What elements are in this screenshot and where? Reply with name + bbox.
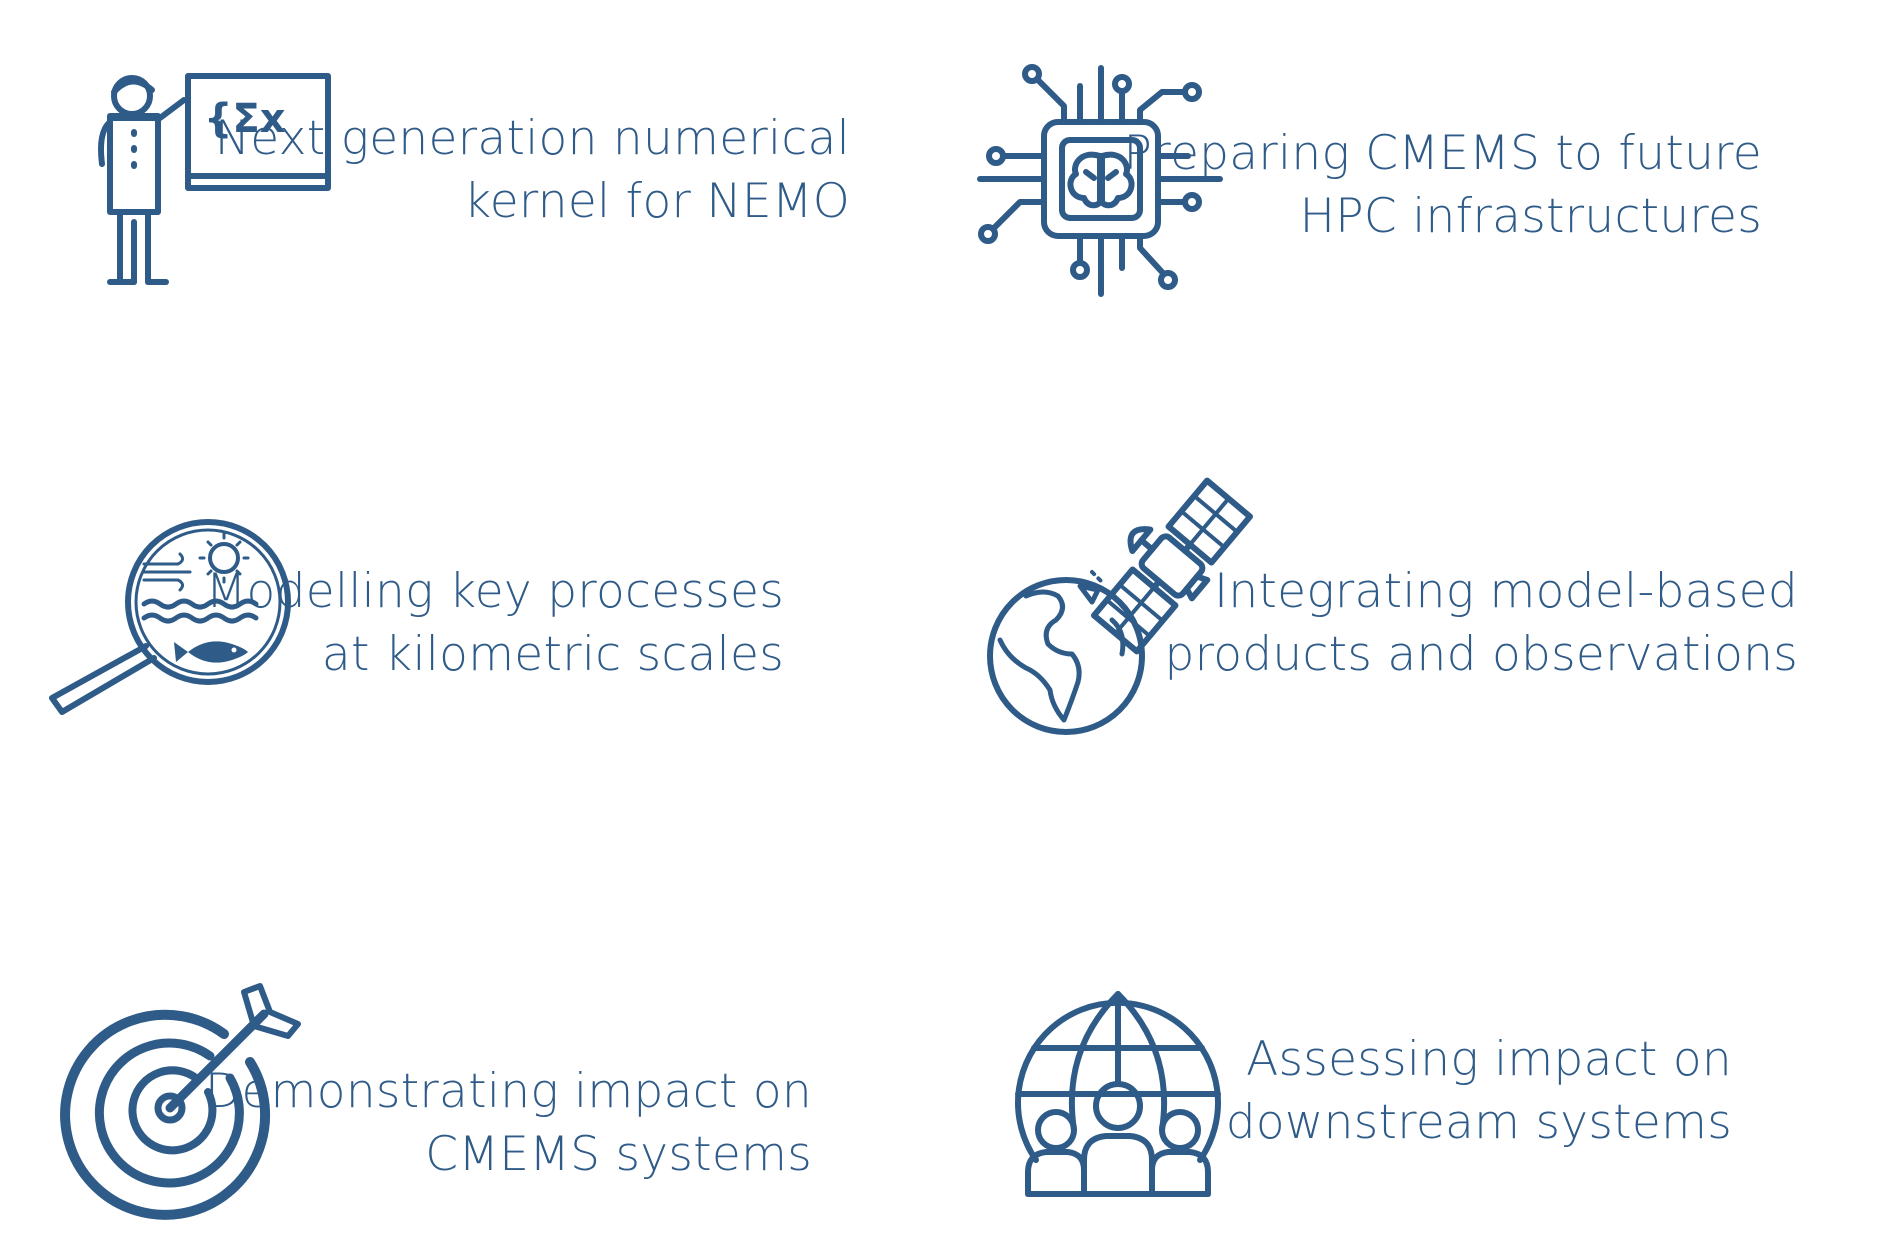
teacher-blackboard-icon: {Σx — [96, 72, 336, 288]
globe-satellite-icon — [986, 468, 1258, 736]
item-5-line-1: Demonstrating impact on — [204, 1064, 812, 1119]
item-4-line-1: Integrating model-based — [1214, 564, 1798, 619]
global-users-icon — [1012, 990, 1224, 1198]
item-6-line-2: downstream systems — [1225, 1095, 1732, 1150]
magnifier-ocean-fish-icon — [48, 519, 296, 716]
item-4-label: Integrating model-based products and obs… — [1164, 560, 1798, 686]
target-arrow-icon — [60, 983, 301, 1220]
item-1-label: Next generation numerical kernel for NEM… — [215, 107, 850, 233]
item-3-line-1: Modelling key processes — [205, 564, 784, 619]
ai-chip-brain-icon — [976, 62, 1226, 298]
blackboard-formula: {Σx — [204, 96, 286, 142]
item-4-line-2: products and observations — [1164, 627, 1798, 682]
item-6-line-1: Assessing impact on — [1246, 1032, 1732, 1087]
item-5-line-2: CMEMS systems — [425, 1127, 812, 1182]
item-3-label: Modelling key processes at kilometric sc… — [206, 560, 784, 686]
item-2-line-2: HPC infrastructures — [1299, 189, 1762, 244]
item-3-line-2: at kilometric scales — [321, 627, 784, 682]
item-6-label: Assessing impact on downstream systems — [1226, 1028, 1732, 1154]
item-1-line-1: Next generation numerical — [214, 111, 850, 166]
item-5-label: Demonstrating impact on CMEMS systems — [205, 1060, 812, 1186]
item-1-line-2: kernel for NEMO — [463, 174, 850, 229]
item-2-line-1: Preparing CMEMS to future — [1123, 126, 1762, 181]
item-2-label: Preparing CMEMS to future HPC infrastruc… — [1124, 122, 1762, 248]
